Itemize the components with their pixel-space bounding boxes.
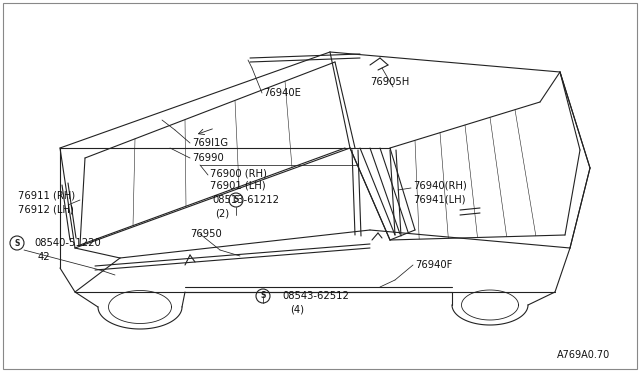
Text: 08540-51220: 08540-51220: [34, 238, 100, 248]
Text: 769I1G: 769I1G: [192, 138, 228, 148]
Text: 76940E: 76940E: [263, 88, 301, 98]
Text: S: S: [260, 292, 266, 301]
Text: S: S: [234, 196, 239, 205]
Text: 76912 (LH): 76912 (LH): [18, 204, 74, 214]
Text: 42: 42: [38, 252, 51, 262]
Text: 76990: 76990: [192, 153, 224, 163]
Text: 76905H: 76905H: [370, 77, 409, 87]
Text: 76940F: 76940F: [415, 260, 452, 270]
Text: 76911 (RH): 76911 (RH): [18, 191, 75, 201]
Text: (4): (4): [290, 304, 304, 314]
Text: 76940(RH): 76940(RH): [413, 181, 467, 191]
Text: 76900 (RH): 76900 (RH): [210, 169, 267, 179]
Text: S: S: [14, 238, 20, 247]
Text: 76950: 76950: [190, 229, 221, 239]
Text: (2): (2): [215, 208, 229, 218]
Text: A769A0.70: A769A0.70: [557, 350, 610, 360]
Text: 76941(LH): 76941(LH): [413, 194, 465, 204]
Text: 08543-62512: 08543-62512: [282, 291, 349, 301]
Text: 76901 (LH): 76901 (LH): [210, 181, 266, 191]
Text: 08513-61212: 08513-61212: [212, 195, 279, 205]
